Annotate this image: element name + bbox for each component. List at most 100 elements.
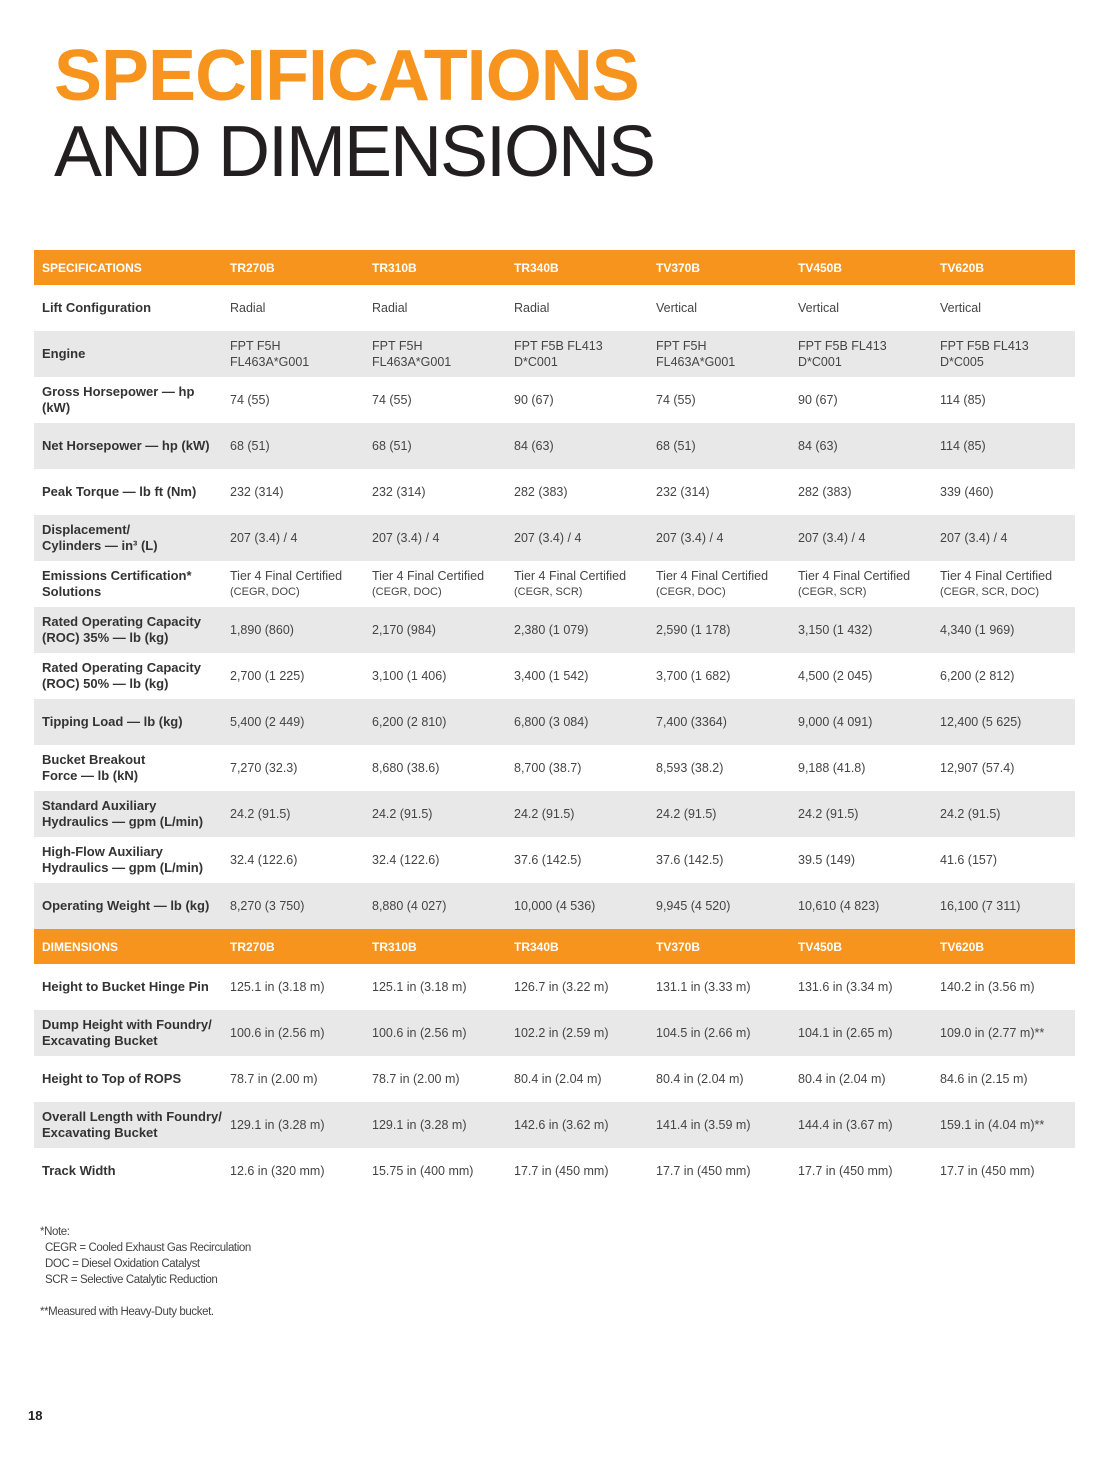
cell-line: (ROC) 50% — lb (kg) (42, 676, 169, 691)
cell-line: (ROC) 35% — lb (kg) (42, 630, 169, 645)
cell: Vertical (656, 301, 697, 315)
row-label: Gross Horsepower — hp (kW) (34, 384, 222, 416)
cell: 17.7 in (450 mm) (656, 1164, 751, 1178)
cell-line: (CEGR, SCR, DOC) (940, 586, 1039, 598)
row-label: Dump Height with Foundry/Excavating Buck… (34, 1017, 222, 1049)
cell-line: Gross Horsepower — hp (42, 384, 195, 399)
cell: 24.2 (91.5) (514, 807, 575, 821)
row-label: Rated Operating Capacity (ROC) 50% — lb (… (34, 660, 222, 692)
table-row: Rated Operating Capacity (ROC) 50% — lb (… (34, 653, 1075, 699)
cell: 104.5 in (2.66 m) (656, 1026, 751, 1040)
cell: 5,400 (2 449) (230, 715, 305, 729)
cell-line: FPT F5H (372, 339, 423, 353)
table-row: Tipping Load — lb (kg) 5,400 (2 449) 6,200… (34, 699, 1075, 745)
cell: Tier 4 Final Certified (CEGR, SCR, DOC) (932, 568, 1074, 600)
cell: 8,700 (38.7) (514, 761, 582, 775)
cell-line: Tier 4 Final Certified (940, 569, 1053, 583)
cell: 207 (3.4) / 4 (514, 531, 582, 545)
cell: 24.2 (91.5) (372, 807, 433, 821)
cell-line: FPT F5B FL413 (940, 339, 1029, 353)
header-row: SPECIFICATIONS TR270B TR310B TR340B TV370B TV… (34, 250, 1075, 285)
cell: Tier 4 Final Certified (CEGR, DOC) (222, 568, 364, 600)
cell: 7,400 (3364) (656, 715, 727, 729)
cell: 142.6 in (3.62 m) (514, 1118, 609, 1132)
cell: FPT F5B FL413 D*C001 (790, 338, 932, 370)
cell: 9,945 (4 520) (656, 899, 731, 913)
cell: 10,610 (4 823) (798, 899, 880, 913)
header-cell: TR310B (372, 939, 417, 954)
subtitle: AND DIMENSIONS (54, 112, 656, 192)
cell-line: FPT F5B FL413 (798, 339, 887, 353)
cell: 232 (314) (230, 485, 284, 499)
cell-line: (CEGR, DOC) (372, 586, 442, 598)
header-cell: TR270B (230, 260, 275, 275)
cell: 207 (3.4) / 4 (656, 531, 724, 545)
cell: 4,340 (1 969) (940, 623, 1015, 637)
cell: 6,200 (2 810) (372, 715, 447, 729)
header-cell: TV450B (798, 260, 843, 275)
cell: 41.6 (157) (940, 853, 997, 867)
row-label: Emissions Certification* Solutions (34, 568, 222, 600)
cell: 339 (460) (940, 485, 994, 499)
cell: 6,800 (3 084) (514, 715, 589, 729)
cell: FPT F5B FL413 D*C005 (932, 338, 1074, 370)
header-cell: TR340B (514, 260, 559, 275)
cell-line: FL463A*G001 (230, 355, 310, 369)
cell-line: FL463A*G001 (372, 355, 452, 369)
cell: 141.4 in (3.59 m) (656, 1118, 751, 1132)
cell: 9,000 (4 091) (798, 715, 873, 729)
row-label: Tipping Load — lb (kg) (42, 714, 183, 729)
cell: Tier 4 Final Certified (CEGR, SCR) (506, 568, 648, 600)
note-heading: *Note: (40, 1226, 70, 1238)
cell: 3,100 (1 406) (372, 669, 447, 683)
cell-line: Tier 4 Final Certified (514, 569, 627, 583)
cell: 131.1 in (3.33 m) (656, 980, 751, 994)
header-cell: SPECIFICATIONS (42, 260, 142, 275)
cell: 68 (51) (656, 439, 696, 453)
cell: 2,590 (1 178) (656, 623, 731, 637)
cell: 100.6 in (2.56 m) (230, 1026, 325, 1040)
table-row: Overall Length with Foundry/Excavating B… (34, 1102, 1075, 1148)
cell: 6,200 (2 812) (940, 669, 1015, 683)
cell: 2,380 (1 079) (514, 623, 589, 637)
cell: 109.0 in (2.77 m)** (940, 1026, 1045, 1040)
cell: 104.1 in (2.65 m) (798, 1026, 893, 1040)
cell: 207 (3.4) / 4 (230, 531, 298, 545)
cell: 125.1 in (3.18 m) (230, 980, 325, 994)
table-row: Peak Torque — lb ft (Nm) 232 (314) 232 (31… (34, 469, 1075, 515)
cell: Vertical (798, 301, 839, 315)
cell: 9,188 (41.8) (798, 761, 866, 775)
cell: 16,100 (7 311) (940, 899, 1021, 913)
row-label: Net Horsepower — hp (kW) (42, 438, 210, 453)
cell: 68 (51) (372, 439, 412, 453)
cell: 102.2 in (2.59 m) (514, 1026, 609, 1040)
cell-line: Force — lb (kN) (42, 768, 139, 783)
cell: Tier 4 Final Certified (CEGR, SCR) (790, 568, 932, 600)
table-row: Dump Height with Foundry/Excavating Buck… (34, 1010, 1075, 1056)
cell: Vertical (940, 301, 981, 315)
table-row: Emissions Certification* Solutions Tier 4 … (34, 561, 1075, 607)
cell: 10,000 (4 536) (514, 899, 596, 913)
cell: 3,400 (1 542) (514, 669, 589, 683)
cell: 1,890 (860) (230, 623, 294, 637)
cell: Radial (514, 301, 550, 315)
cell: 17.7 in (450 mm) (940, 1164, 1035, 1178)
cell: 24.2 (91.5) (230, 807, 291, 821)
cell: Radial (372, 301, 408, 315)
row-label: Displacement/Cylinders — in³ (L) (34, 522, 222, 554)
cell: 80.4 in (2.04 m) (656, 1072, 744, 1086)
cell: 144.4 in (3.67 m) (798, 1118, 893, 1132)
cell: 37.6 (142.5) (656, 853, 724, 867)
cell: 84 (63) (798, 439, 838, 453)
cell-line: Excavating Bucket (42, 1033, 158, 1048)
row-label: Standard Auxiliary Hydraulics — gpm (L/mi… (34, 798, 222, 830)
notes: *Note: CEGR = Cooled Exhaust Gas Recircu… (40, 1224, 251, 1320)
page-number: 18 (28, 1408, 43, 1423)
cell-line: Excavating Bucket (42, 1125, 158, 1140)
cell-line: Tier 4 Final Certified (230, 569, 343, 583)
cell: 24.2 (91.5) (656, 807, 717, 821)
table-row: Track Width 12.6 in (320 mm) 15.75 in (400… (34, 1148, 1075, 1194)
cell: Tier 4 Final Certified (CEGR, DOC) (364, 568, 506, 600)
cell-line: (CEGR, SCR) (514, 586, 583, 598)
cell: FPT F5H FL463A*G001 (648, 338, 790, 370)
